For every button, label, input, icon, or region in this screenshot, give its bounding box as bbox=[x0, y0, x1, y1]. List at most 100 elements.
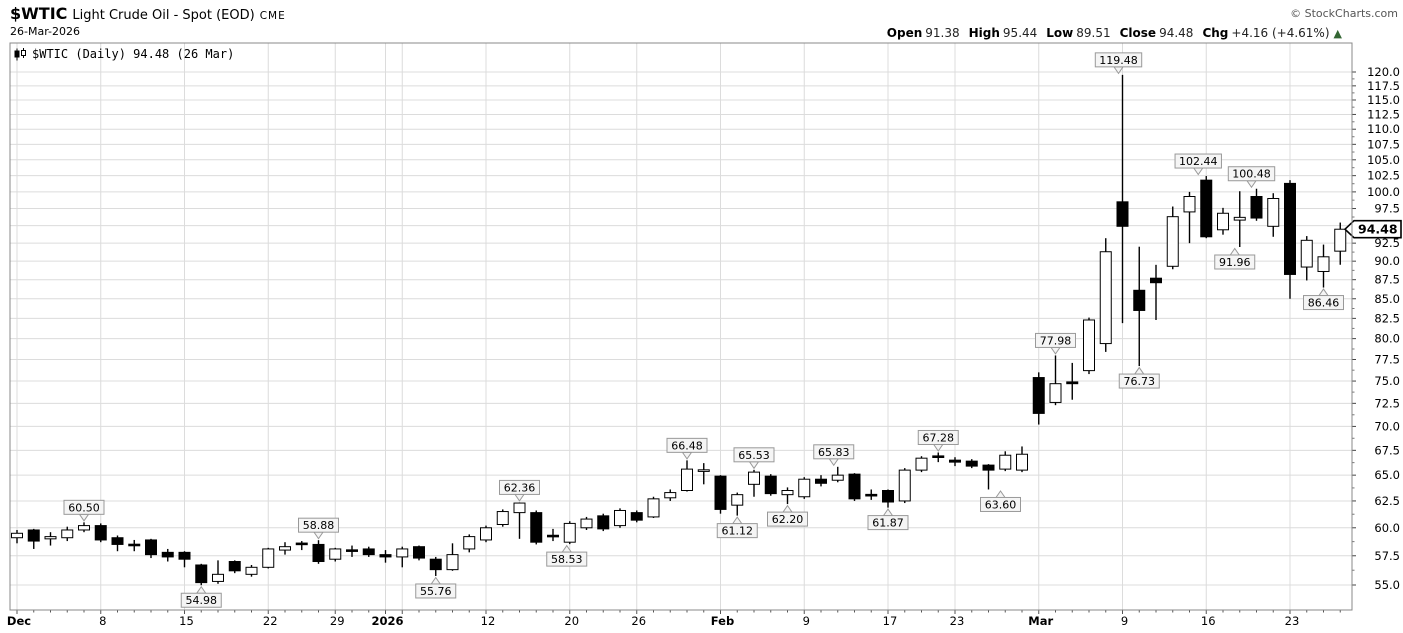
candle-body bbox=[78, 525, 90, 531]
candle bbox=[128, 539, 141, 552]
high-value: 95.44 bbox=[1002, 26, 1038, 40]
candle-body bbox=[480, 527, 492, 541]
candle bbox=[1233, 191, 1246, 248]
pivot-label-pointer bbox=[731, 516, 743, 525]
candle-body bbox=[1200, 179, 1213, 238]
candle bbox=[1116, 74, 1129, 324]
pivot-label-value: 63.60 bbox=[985, 498, 1017, 511]
page-title: $WTIC Light Crude Oil - Spot (EOD) CME bbox=[10, 4, 286, 23]
candle bbox=[949, 457, 961, 467]
candle bbox=[530, 510, 543, 545]
candle bbox=[1217, 207, 1229, 235]
candle-body bbox=[1233, 216, 1246, 221]
chart-legend-text: $WTIC (Daily) 94.48 (26 Mar) bbox=[32, 47, 235, 61]
candle-body bbox=[1032, 377, 1045, 414]
candle-body bbox=[413, 546, 425, 559]
pivot-label-pointer bbox=[882, 508, 894, 517]
candle-body bbox=[1284, 182, 1296, 275]
candle bbox=[212, 560, 224, 584]
candle bbox=[1200, 176, 1213, 239]
pivot-label-pointer bbox=[1229, 247, 1241, 256]
x-axis-label: 29 bbox=[330, 614, 345, 628]
candle-body bbox=[379, 554, 392, 558]
pivot-label-box bbox=[917, 429, 959, 445]
candle-body bbox=[1049, 383, 1062, 403]
x-axis-label: 22 bbox=[263, 614, 278, 628]
pivot-label-pointer bbox=[1133, 366, 1145, 375]
candle bbox=[1250, 188, 1263, 221]
candle-body bbox=[697, 469, 710, 472]
candle bbox=[27, 528, 40, 549]
pivot-label-box bbox=[1118, 373, 1160, 389]
candle-body bbox=[831, 474, 844, 481]
candle bbox=[78, 522, 90, 533]
candle bbox=[1032, 372, 1045, 425]
candle bbox=[1133, 246, 1146, 367]
pivot-label-pointer bbox=[514, 493, 525, 502]
pivot-label-value: 58.53 bbox=[551, 553, 583, 566]
candle bbox=[614, 508, 626, 528]
pivot-label-pointer bbox=[78, 513, 90, 522]
pivot-label-box bbox=[767, 511, 808, 527]
x-axis-label: Mar bbox=[1028, 614, 1053, 628]
candle-body bbox=[44, 536, 57, 540]
y-axis-label: 67.5 bbox=[1374, 443, 1400, 457]
pivot-label-value: 66.48 bbox=[671, 439, 703, 452]
candle-body bbox=[798, 478, 811, 498]
candle-body bbox=[262, 548, 275, 568]
candle bbox=[865, 489, 878, 500]
pivot-label-value: 54.98 bbox=[186, 594, 218, 607]
candle-body bbox=[463, 536, 476, 550]
candle-body bbox=[681, 468, 693, 492]
pivot-label-value: 65.53 bbox=[738, 449, 770, 462]
y-axis-label: 82.5 bbox=[1374, 311, 1400, 325]
candle bbox=[1099, 238, 1112, 352]
pivot-label-value: 86.46 bbox=[1308, 297, 1340, 310]
candle bbox=[748, 469, 760, 497]
candle-body bbox=[1066, 381, 1079, 385]
x-axis-label: 16 bbox=[1201, 614, 1216, 628]
candle bbox=[480, 525, 492, 543]
x-axis-label: 23 bbox=[1285, 614, 1300, 628]
y-axis-label: 72.5 bbox=[1374, 396, 1400, 410]
candle bbox=[178, 551, 191, 568]
y-axis-label: 90.0 bbox=[1374, 254, 1400, 268]
pivot-label-pointer bbox=[681, 451, 693, 460]
quote-line: Open 91.38 High 95.44 Low 89.51 Close 94.48 Chg +… bbox=[887, 26, 1342, 40]
pivot-label-pointer bbox=[828, 458, 840, 467]
candle bbox=[513, 502, 526, 539]
candle bbox=[161, 548, 174, 562]
candle bbox=[815, 475, 827, 487]
candle-body bbox=[530, 512, 543, 543]
low-label: Low bbox=[1046, 26, 1074, 40]
candle bbox=[446, 543, 459, 571]
candle-body bbox=[865, 493, 878, 497]
pivot-label-box bbox=[1035, 332, 1076, 348]
pivot-label: 67.28 bbox=[917, 429, 959, 452]
exchange: CME bbox=[259, 10, 286, 22]
candle-body bbox=[764, 475, 777, 495]
candle-body bbox=[145, 539, 157, 556]
pivot-label-value: 65.83 bbox=[818, 446, 850, 459]
candle bbox=[362, 546, 375, 557]
candlestick-type-icon bbox=[14, 47, 26, 60]
candle-body bbox=[1317, 256, 1330, 272]
candle-body bbox=[748, 471, 760, 485]
pivot-label-box bbox=[867, 515, 909, 531]
candle bbox=[329, 547, 342, 562]
candle-body bbox=[27, 529, 40, 542]
y-axis-label: 87.5 bbox=[1374, 273, 1400, 287]
candle-body bbox=[1217, 212, 1229, 231]
pivot-label-pointer bbox=[1246, 180, 1257, 189]
open-value: 91.38 bbox=[925, 26, 960, 40]
candle-body bbox=[396, 548, 409, 558]
pivot-label-pointer bbox=[1050, 346, 1061, 355]
pivot-label-value: 77.98 bbox=[1040, 334, 1072, 347]
pivot-label: 62.36 bbox=[499, 479, 540, 502]
candle bbox=[496, 509, 509, 527]
candle bbox=[1166, 206, 1179, 270]
candle bbox=[61, 526, 74, 542]
close-label: Close bbox=[1119, 26, 1157, 40]
